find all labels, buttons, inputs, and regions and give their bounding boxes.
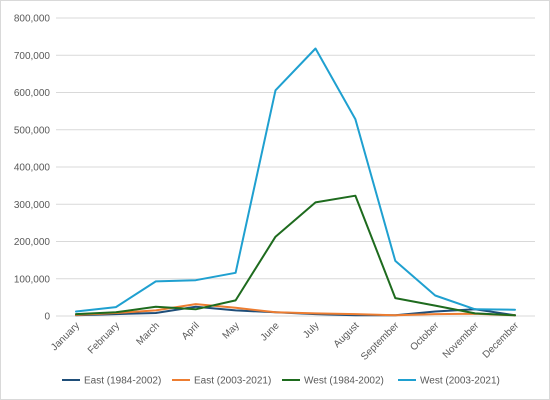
- series-lines: [75, 47, 516, 317]
- y-tick-label: 500,000: [14, 125, 51, 136]
- x-tick-label: January: [49, 320, 82, 353]
- x-tick-label: December: [481, 320, 522, 361]
- gridlines: [56, 17, 535, 317]
- y-tick-label: 200,000: [14, 237, 51, 248]
- y-tick-label: 400,000: [14, 163, 51, 174]
- legend-label: West (2003-2021): [420, 376, 500, 387]
- x-tick-label: February: [86, 320, 122, 356]
- legend-item: West (1984-2002): [282, 376, 384, 387]
- legend-item: East (2003-2021): [172, 376, 271, 387]
- x-axis-ticks: January February March April May June July Augu…: [49, 320, 521, 363]
- x-tick-label: November: [441, 320, 482, 361]
- x-tick-label: March: [134, 320, 161, 347]
- x-tick-label: June: [259, 320, 282, 343]
- y-tick-label: 700,000: [14, 51, 51, 62]
- x-tick-label: October: [408, 320, 441, 353]
- legend: East (1984-2002) East (2003-2021) West (19…: [62, 376, 500, 387]
- y-axis-ticks: 0 100,000 200,000 300,000 400,000 500,000 600,…: [14, 14, 51, 323]
- x-tick-label: September: [359, 320, 402, 363]
- y-tick-label: 600,000: [14, 88, 51, 99]
- legend-label: West (1984-2002): [304, 376, 384, 387]
- x-tick-label: May: [221, 320, 242, 341]
- legend-item: East (1984-2002): [62, 376, 161, 387]
- y-tick-label: 300,000: [14, 200, 51, 211]
- x-tick-label: April: [180, 320, 202, 342]
- y-tick-label: 800,000: [14, 14, 51, 25]
- legend-label: East (1984-2002): [84, 376, 161, 387]
- series-line-3: [75, 47, 516, 313]
- y-tick-label: 0: [44, 312, 50, 323]
- series-line-2: [75, 194, 516, 317]
- y-tick-label: 100,000: [14, 274, 51, 285]
- x-tick-label: August: [332, 320, 362, 350]
- series-line-1: [75, 303, 516, 317]
- legend-item: West (2003-2021): [398, 376, 500, 387]
- x-tick-label: July: [301, 320, 321, 340]
- legend-label: East (2003-2021): [194, 376, 271, 387]
